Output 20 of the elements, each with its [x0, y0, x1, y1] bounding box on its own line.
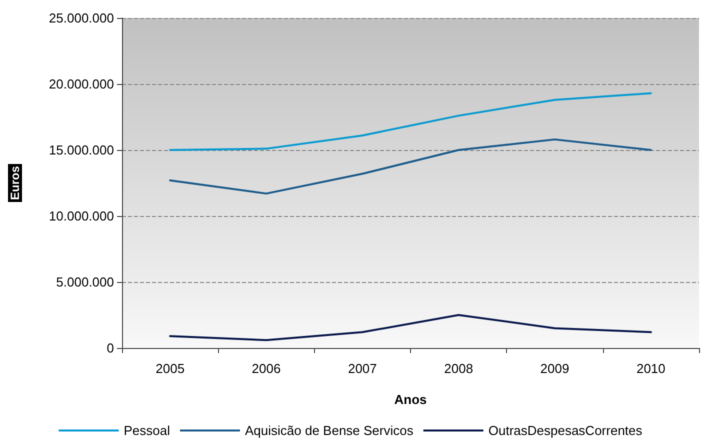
x-axis-title: Anos	[394, 392, 427, 407]
legend-label: Aquisicão de Bense Servicos	[244, 423, 414, 438]
line-series	[169, 92, 652, 151]
y-tick-label: 10.000.000	[48, 208, 114, 224]
y-tick-label: 20.000.000	[48, 76, 114, 92]
x-tick-label: 2006	[252, 361, 281, 376]
y-axis-title: Euros	[8, 166, 22, 200]
legend-label: OutrasDespesasCorrentes	[488, 423, 643, 438]
x-tick-label: 2005	[156, 361, 185, 376]
y-tick-label: 25.000.000	[48, 10, 114, 26]
line-series	[169, 314, 652, 342]
legend-label: Pessoal	[124, 423, 170, 438]
y-tick-label: 5.000.000	[56, 274, 114, 290]
x-tick-label: 2009	[540, 361, 570, 376]
y-tick-label: 0	[106, 340, 114, 356]
y-tick-label: 15.000.000	[48, 142, 114, 158]
x-tick-label: 2010	[636, 361, 666, 376]
x-tick-label: 2007	[348, 361, 377, 376]
x-tick-label: 2008	[444, 361, 474, 376]
line-series	[169, 138, 652, 195]
